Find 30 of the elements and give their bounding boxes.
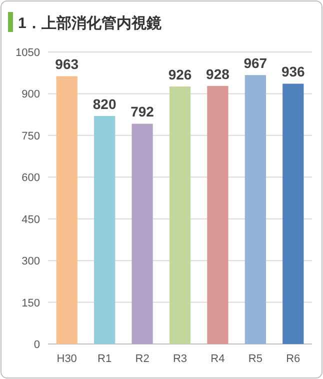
bar	[132, 124, 153, 344]
bar	[94, 116, 116, 344]
x-tick-label: R5	[248, 353, 262, 365]
chart-title: 1．上部消化管内視鏡	[18, 14, 162, 32]
y-tick-label: 900	[22, 88, 40, 101]
data-label: 926	[168, 66, 192, 82]
data-label: 967	[244, 55, 268, 72]
x-tick-label: R6	[286, 353, 300, 365]
y-tick-label: 150	[22, 297, 40, 310]
y-tick-label: 750	[22, 130, 40, 142]
x-tick-label: R2	[135, 353, 150, 365]
y-tick-label: 1050	[16, 47, 40, 59]
data-label: 963	[55, 56, 79, 72]
bar	[244, 75, 266, 344]
bar	[282, 84, 304, 344]
y-tick-label: 300	[22, 256, 40, 268]
data-label: 820	[92, 96, 116, 112]
x-tick-label: H30	[56, 353, 77, 365]
x-tick-label: R4	[210, 353, 225, 365]
x-tick-label: R3	[172, 353, 188, 365]
x-tick-label: R1	[98, 353, 112, 365]
y-tick-label: 600	[22, 172, 40, 184]
bar	[56, 76, 78, 344]
bar	[207, 86, 228, 344]
bar	[169, 86, 191, 344]
y-tick-label: 0	[34, 339, 40, 351]
data-label: 792	[130, 104, 154, 120]
data-label: 936	[281, 64, 306, 80]
data-label: 928	[206, 66, 230, 82]
y-tick-label: 450	[22, 214, 40, 226]
